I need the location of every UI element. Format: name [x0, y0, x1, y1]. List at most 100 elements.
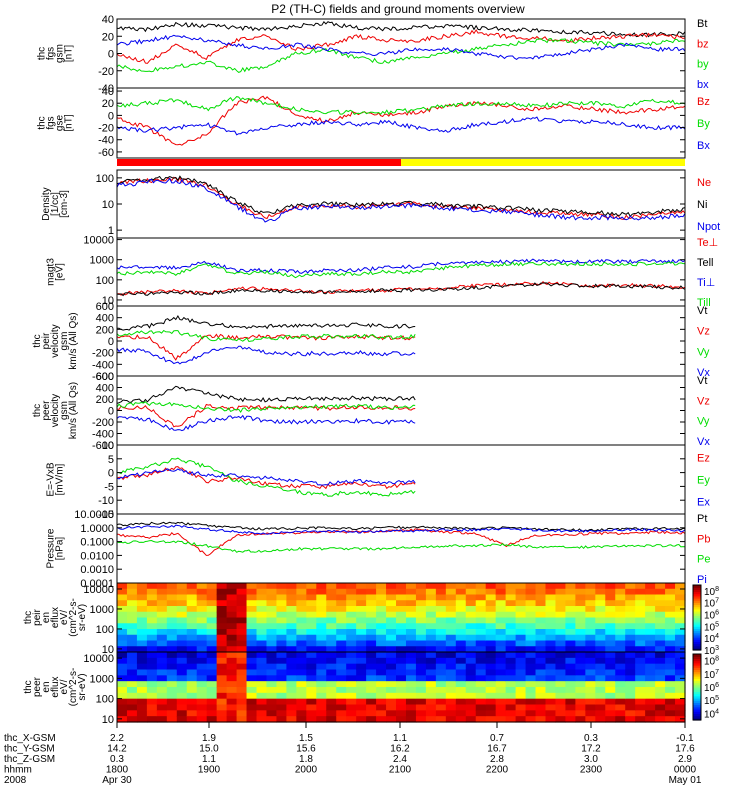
peir_spec-cell — [376, 623, 387, 630]
peer_spec-cell — [266, 663, 278, 671]
peir_spec-cell — [296, 594, 307, 601]
peer_spec-cell — [166, 663, 178, 671]
pressure-legend-1: Pb — [697, 533, 710, 545]
peer_spec-cell — [635, 710, 646, 717]
peir_spec-cell — [286, 600, 297, 607]
peer_spec-cell — [615, 675, 626, 682]
peer_spec-cell — [206, 657, 218, 665]
peer_spec-cell — [366, 687, 377, 694]
peer_spec-cell — [306, 669, 317, 676]
density-tick-label: 10 — [102, 199, 114, 211]
peir_spec-cell — [296, 611, 307, 619]
peer_spec-cell — [495, 698, 507, 706]
peer_vel-tick-label: 200 — [96, 394, 114, 406]
peir_spec-cell — [635, 629, 646, 636]
peir_spec-cell — [376, 588, 387, 596]
peir_spec-cell — [386, 583, 397, 590]
peir_spec-cell — [226, 617, 238, 624]
peir_spec-cell — [485, 600, 497, 607]
peir_spec-cell — [126, 629, 138, 636]
ephemeris-value: 2100 — [389, 765, 412, 776]
peir_spec-cell — [615, 600, 626, 607]
peir_spec-cell — [415, 600, 427, 607]
density-legend-0: Ne — [697, 177, 711, 189]
peer_spec-cell — [575, 687, 586, 694]
peir_spec-cell — [286, 634, 297, 642]
peer_spec-cell — [545, 675, 557, 682]
peer_spec-cell — [326, 704, 337, 711]
peir_spec-cell — [625, 640, 636, 647]
peer_spec-cell — [186, 698, 198, 706]
peer_spec-cell — [206, 663, 218, 671]
peir_spec-cell — [117, 617, 128, 624]
peer_spec-cell — [286, 663, 297, 671]
peir_spec-cell — [465, 606, 477, 613]
peir_spec-cell — [545, 583, 557, 590]
peir_spec-cell — [675, 646, 686, 653]
peir_spec-cell — [206, 600, 218, 607]
peer_spec-cell — [206, 710, 218, 717]
peir_spec-cell — [605, 623, 616, 630]
peer_spec-cell — [316, 652, 327, 659]
peir_spec-cell — [126, 606, 138, 613]
peir_spec-cell — [525, 588, 537, 596]
peer_spec-cell — [216, 675, 228, 682]
peer_spec-cell — [635, 687, 646, 694]
peer_spec-cell — [555, 716, 567, 723]
peer_spec-cell — [525, 692, 537, 700]
peir_spec-cell — [445, 634, 457, 642]
peir_spec-cell — [445, 588, 457, 596]
peir_spec-cell — [296, 640, 307, 647]
peer_spec-cell — [256, 652, 268, 659]
peir_spec-cell — [156, 611, 168, 619]
peer_spec-cell — [445, 692, 457, 700]
peer_spec-cell — [316, 687, 327, 694]
peir_spec-cell — [585, 623, 596, 630]
peer_spec-cell — [585, 698, 596, 706]
peer_spec-cell — [236, 704, 248, 711]
peer_spec-cell — [336, 675, 347, 682]
peer_spec-cell — [296, 657, 307, 665]
pressure-ylabel: [nPa] — [55, 537, 66, 561]
fgs2-frame — [116, 87, 686, 159]
panel-peir_spec: 10100100010000thcpeirenefluxeV/(cm^2-s-s… — [23, 582, 719, 657]
peir_spec-cell — [256, 623, 268, 630]
peir_spec-cell — [625, 583, 636, 590]
peer_spec-cell — [525, 652, 537, 659]
peir_spec-cell — [535, 594, 547, 601]
peir_spec-colorbar-label: 108 — [704, 586, 719, 598]
ephemeris-value: 0.3 — [110, 754, 124, 765]
peir_spec-cell — [535, 611, 547, 619]
peer_spec-cell — [186, 669, 198, 676]
peer_spec-cell — [675, 669, 686, 676]
ephemeris-value: 2.2 — [110, 733, 124, 744]
peer_spec-cell — [316, 669, 327, 676]
peer_spec-cell — [605, 710, 616, 717]
peir_spec-cell — [475, 623, 487, 630]
peer_spec-cell — [296, 681, 307, 688]
peir_spec-cell — [655, 594, 666, 601]
peir_spec-cell — [525, 629, 537, 636]
peir_spec-cell — [376, 600, 387, 607]
peir_spec-cell — [565, 634, 576, 642]
peir_spec-cell — [376, 640, 387, 647]
peer_vel-tick-label: -600 — [92, 440, 114, 452]
peer_spec-cell — [326, 657, 337, 665]
peir_spec-cell — [236, 623, 248, 630]
peer_spec-cell — [415, 692, 427, 700]
peir_spec-cell — [515, 594, 527, 601]
peir_spec-cell — [415, 646, 427, 653]
peir_spec-cell — [415, 617, 427, 624]
peir_vel-ylabel: velocity — [50, 324, 61, 357]
peir_spec-cell — [675, 600, 686, 607]
peir_spec-cell — [396, 594, 407, 601]
peir_spec-cell — [595, 594, 606, 601]
peir_spec-cell — [117, 606, 128, 613]
peer_spec-cell — [575, 704, 586, 711]
peir_spec-cell — [236, 594, 248, 601]
peer_spec-cell — [186, 652, 198, 659]
peer_spec-cell — [585, 652, 596, 659]
peir_spec-cell — [266, 606, 278, 613]
peir_spec-cell — [625, 623, 636, 630]
peer_spec-cell — [146, 652, 158, 659]
